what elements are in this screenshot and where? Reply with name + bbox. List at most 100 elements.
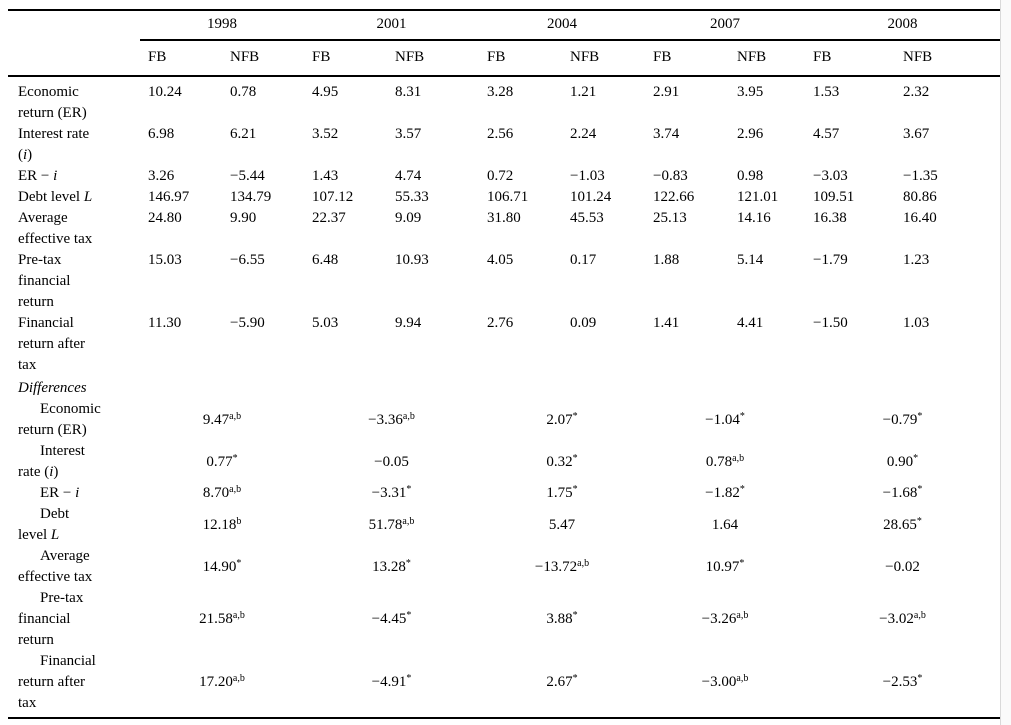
value-cell: 0.09 bbox=[570, 315, 597, 331]
value-cell: 9.09 bbox=[395, 210, 422, 226]
significance-superscript: a,b bbox=[232, 610, 245, 621]
significance-superscript: a,b bbox=[913, 610, 926, 621]
differences-section-row: Differences bbox=[8, 376, 1000, 399]
value-cell: 3.28 bbox=[487, 84, 514, 100]
corner-cell bbox=[8, 10, 140, 40]
table-row: Debt level L 146.97 134.79 107.12 55.33 106.7… bbox=[8, 187, 1000, 208]
label-text: Financial bbox=[40, 653, 96, 669]
row-label: Economic return (ER) bbox=[8, 399, 140, 441]
table-row: Debt level L 12.18b 51.78a,b 5.47 1.64 28.65* bbox=[8, 504, 1000, 546]
difference-value-cell: −0.02 bbox=[805, 546, 1000, 588]
difference-value: 12.18 bbox=[202, 516, 237, 533]
subcolumn-header: FB bbox=[645, 40, 729, 77]
difference-value: −3.26 bbox=[701, 611, 737, 627]
difference-value: 0.32 bbox=[546, 453, 573, 470]
row-label: ER − i bbox=[8, 166, 140, 187]
value-cell: 1.88 bbox=[653, 252, 680, 268]
label-text: return (ER) bbox=[18, 105, 87, 121]
label-text: ) bbox=[27, 147, 33, 163]
subcolumn-header: FB bbox=[479, 40, 562, 77]
table-header: 1998 2001 2004 2007 2008 FB NFB FB NFB FB NFB FB NFB… bbox=[8, 10, 1000, 77]
row-label: Average effective tax bbox=[8, 546, 140, 588]
row-label: Average effective tax bbox=[8, 208, 140, 250]
label-text: rate ( bbox=[18, 464, 50, 480]
row-label: Pre-tax financial return bbox=[8, 250, 140, 313]
value-cell: 2.24 bbox=[570, 126, 597, 142]
value-cell: 4.05 bbox=[487, 252, 514, 268]
difference-value: 5.47 bbox=[548, 516, 576, 533]
page-margin-area bbox=[1001, 0, 1011, 725]
difference-value-cell: 12.18b bbox=[140, 504, 304, 546]
difference-value: −1.82 bbox=[705, 485, 740, 501]
value-cell: −1.35 bbox=[903, 168, 938, 184]
italic-symbol: L bbox=[83, 189, 93, 205]
label-text: Pre-tax bbox=[18, 252, 62, 268]
value-cell: 11.30 bbox=[148, 315, 182, 331]
value-cell: 80.86 bbox=[903, 189, 937, 205]
value-cell: 2.96 bbox=[737, 126, 764, 142]
corner-cell bbox=[8, 40, 140, 77]
row-label: Pre-tax financial return bbox=[8, 588, 140, 651]
significance-superscript: a,b bbox=[402, 515, 415, 527]
label-text: tax bbox=[18, 357, 37, 373]
value-cell: 4.41 bbox=[737, 315, 764, 331]
difference-value: −3.31 bbox=[371, 485, 407, 501]
difference-value-cell: 2.07* bbox=[479, 399, 645, 441]
row-label: Financial return after tax bbox=[8, 651, 140, 718]
difference-value: 0.78 bbox=[705, 453, 733, 470]
value-cell: 6.48 bbox=[312, 252, 339, 268]
subcolumn-header: FB bbox=[805, 40, 895, 77]
difference-value-cell: 28.65* bbox=[805, 504, 1000, 546]
significance-superscript: a,b bbox=[736, 673, 749, 684]
significance-superscript: * bbox=[916, 515, 922, 527]
significance-superscript: a,b bbox=[229, 410, 242, 422]
significance-superscript: * bbox=[739, 410, 745, 422]
value-cell: 25.13 bbox=[653, 210, 687, 226]
difference-value-cell: 10.97* bbox=[645, 546, 805, 588]
value-cell: 2.32 bbox=[903, 84, 930, 100]
difference-value: 28.65 bbox=[883, 516, 917, 533]
label-text: return bbox=[18, 294, 54, 310]
difference-value-cell: 0.32* bbox=[479, 441, 645, 483]
table-row: Economic return (ER) 9.47a,b −3.36a,b 2.07* −… bbox=[8, 399, 1000, 441]
value-cell: −5.90 bbox=[230, 315, 265, 331]
italic-symbol: i bbox=[49, 464, 54, 480]
year-header: 2007 bbox=[645, 10, 805, 41]
year-header-row: 1998 2001 2004 2007 2008 bbox=[8, 10, 1000, 41]
value-cell: 146.97 bbox=[148, 189, 190, 205]
difference-value-cell: −2.53* bbox=[805, 651, 1000, 718]
value-cell: 14.16 bbox=[737, 210, 771, 226]
value-cell: −1.50 bbox=[813, 315, 848, 331]
value-cell: 121.01 bbox=[737, 189, 779, 205]
italic-symbol: i bbox=[53, 168, 58, 184]
difference-value: 0.90 bbox=[886, 453, 914, 470]
value-cell: 1.23 bbox=[903, 252, 930, 268]
significance-superscript: * bbox=[405, 557, 411, 569]
value-cell: 16.38 bbox=[813, 210, 847, 226]
value-cell: −3.03 bbox=[813, 168, 848, 184]
value-cell: 2.76 bbox=[487, 315, 514, 331]
value-cell: 55.33 bbox=[395, 189, 429, 205]
significance-superscript: * bbox=[572, 610, 578, 621]
significance-superscript: * bbox=[739, 484, 745, 495]
difference-value: 17.20 bbox=[199, 674, 233, 690]
table-row: Interest rate (i) 0.77* −0.05 0.32* 0.78a,b 0.… bbox=[8, 441, 1000, 483]
label-text: return after bbox=[18, 674, 86, 690]
difference-value: 2.07 bbox=[546, 411, 573, 428]
difference-value-cell: −3.02a,b bbox=[805, 588, 1000, 651]
label-text: ER − bbox=[18, 168, 54, 184]
difference-value: −3.02 bbox=[879, 611, 914, 627]
difference-value: 3.88 bbox=[546, 611, 573, 627]
table-body: Economic return (ER) 10.24 0.78 4.95 8.31 3.28… bbox=[8, 76, 1000, 718]
difference-value: −0.79 bbox=[882, 411, 918, 428]
value-cell: 2.56 bbox=[487, 126, 514, 142]
value-cell: 22.37 bbox=[312, 210, 346, 226]
value-cell: −5.44 bbox=[230, 168, 265, 184]
difference-value-cell: 0.90* bbox=[805, 441, 1000, 483]
subcolumn-header: NFB bbox=[895, 40, 1000, 77]
label-text: Average bbox=[40, 548, 90, 564]
table-row: Financial return after tax 17.20a,b −4.91* 2.… bbox=[8, 651, 1000, 718]
value-cell: 24.80 bbox=[148, 210, 182, 226]
significance-superscript: * bbox=[917, 484, 923, 495]
value-cell: 101.24 bbox=[570, 189, 612, 205]
